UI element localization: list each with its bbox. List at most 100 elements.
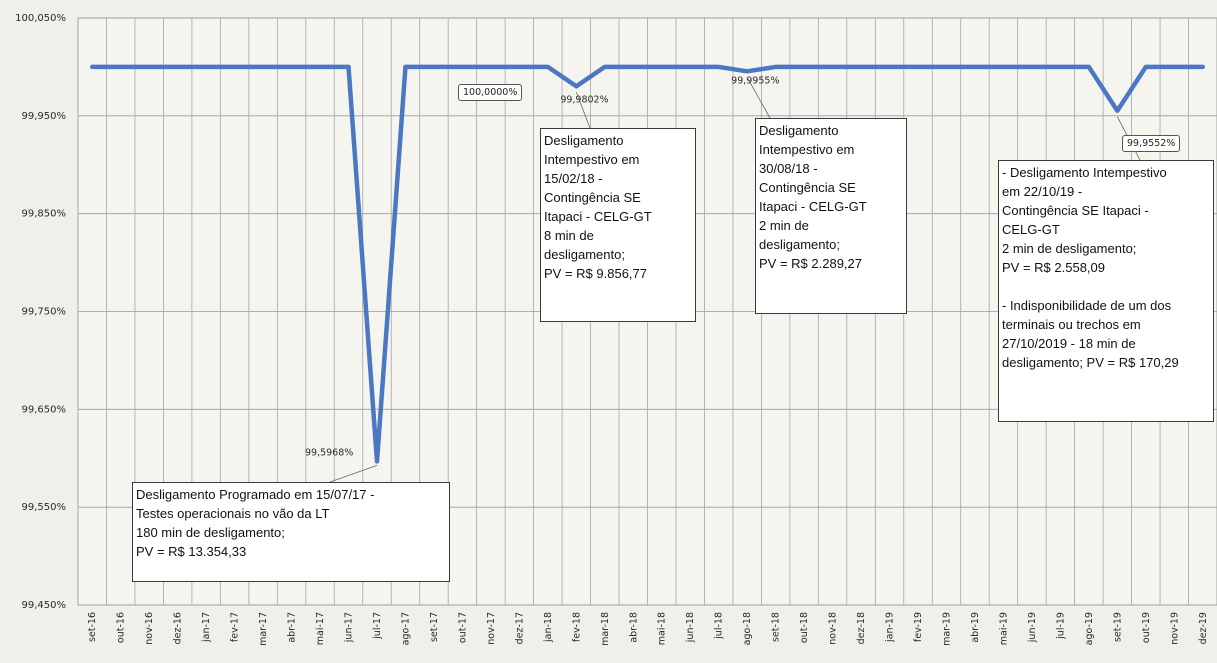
data-point	[945, 66, 948, 68]
x-tick-label: jul-19	[1055, 612, 1066, 640]
x-tick-label: mar-19	[941, 612, 952, 646]
data-point	[404, 66, 407, 68]
x-tick-label: dez-19	[1198, 612, 1209, 644]
data-point	[775, 66, 777, 68]
x-tick-label: mar-18	[600, 612, 611, 646]
x-tick-label: jul-18	[714, 612, 725, 640]
x-tick-label: jan-17	[201, 612, 212, 643]
x-tick-label: abr-19	[970, 612, 981, 643]
x-tick-label: nov-16	[144, 612, 155, 645]
data-point	[974, 66, 976, 68]
annotation-oct19: - Desligamento Intempestivo em 22/10/19 …	[998, 160, 1214, 422]
data-point	[661, 66, 663, 68]
data-point	[917, 66, 919, 68]
y-tick-label: 99,750%	[22, 307, 67, 318]
y-tick-label: 100,050%	[15, 13, 66, 24]
data-point	[91, 66, 93, 68]
data-label: 99,9802%	[560, 94, 608, 105]
data-point	[604, 66, 606, 68]
x-tick-label: ago-18	[742, 612, 753, 645]
data-point	[831, 66, 834, 68]
data-point	[1145, 66, 1147, 68]
data-point	[433, 66, 435, 68]
annotation-jul17: Desligamento Programado em 15/07/17 - Te…	[132, 482, 450, 582]
x-tick-label: jun-18	[685, 612, 696, 643]
x-tick-label: dez-17	[514, 612, 525, 644]
data-label-oct19: 99,9552%	[1122, 135, 1181, 152]
data-point	[148, 66, 150, 68]
data-point	[1173, 66, 1175, 68]
data-label: 99,5968%	[305, 447, 353, 458]
x-tick-label: ago-19	[1084, 612, 1095, 645]
x-tick-label: mai-19	[998, 612, 1009, 645]
data-point	[1059, 66, 1061, 68]
data-point	[547, 66, 549, 68]
x-tick-label: jul-17	[372, 612, 383, 640]
y-tick-label: 99,650%	[22, 404, 67, 415]
data-point	[347, 66, 350, 68]
y-tick-label: 99,950%	[22, 111, 67, 122]
annotation-feb18: Desligamento Intempestivo em 15/02/18 - …	[540, 128, 696, 322]
availability-line	[89, 64, 1206, 464]
data-point	[461, 66, 464, 68]
annotation-aug18: Desligamento Intempestivo em 30/08/18 - …	[755, 118, 907, 314]
x-tick-label: mar-17	[258, 612, 269, 646]
x-tick-label: out-19	[1141, 612, 1152, 643]
x-tick-label: nov-19	[1169, 612, 1180, 645]
x-tick-label: jan-19	[885, 612, 896, 643]
x-tick-label: dez-16	[173, 612, 184, 644]
x-tick-label: mai-17	[315, 612, 326, 645]
x-tick-label: mai-18	[657, 612, 668, 645]
data-point	[632, 66, 634, 68]
data-point	[120, 66, 122, 68]
data-point	[689, 66, 691, 68]
x-tick-label: nov-18	[828, 612, 839, 645]
x-tick-label: fev-17	[230, 612, 241, 642]
x-tick-label: jan-18	[543, 612, 554, 643]
data-point	[490, 66, 492, 68]
y-tick-label: 99,450%	[22, 600, 67, 611]
data-point	[177, 66, 179, 68]
x-tick-label: set-16	[87, 612, 98, 642]
x-tick-label: set-17	[429, 612, 440, 642]
data-label: 99,9955%	[731, 75, 779, 86]
x-tick-label: set-18	[771, 612, 782, 642]
x-tick-label: fev-19	[913, 612, 924, 642]
x-tick-label: nov-17	[486, 612, 497, 645]
leader-line	[746, 77, 771, 119]
data-point	[888, 66, 891, 68]
leader-line	[575, 92, 591, 129]
x-tick-label: dez-18	[856, 612, 867, 644]
data-point	[290, 66, 293, 68]
data-point	[518, 66, 520, 68]
x-tick-label: out-17	[457, 612, 468, 643]
y-tick-label: 99,550%	[22, 502, 67, 513]
data-point	[1116, 110, 1118, 112]
x-tick-label: jun-19	[1027, 612, 1038, 643]
data-point	[1202, 66, 1204, 68]
data-point	[575, 85, 577, 87]
data-point	[319, 66, 321, 68]
y-tick-label: 99,850%	[22, 209, 67, 220]
x-tick-label: jun-17	[344, 612, 355, 643]
data-point	[860, 66, 862, 68]
data-point	[205, 66, 207, 68]
x-tick-label: set-19	[1112, 612, 1123, 642]
data-point	[803, 66, 805, 68]
data-point	[1002, 66, 1005, 68]
data-point	[376, 460, 378, 462]
data-label-sep17: 100,0000%	[458, 84, 523, 101]
x-tick-label: ago-17	[400, 612, 411, 645]
leader-line	[329, 465, 378, 483]
x-tick-label: fev-18	[571, 612, 582, 642]
x-tick-label: abr-18	[628, 612, 639, 643]
data-point	[1088, 66, 1090, 68]
data-point	[234, 66, 236, 68]
data-point	[746, 70, 748, 72]
data-point	[1031, 66, 1033, 68]
x-tick-label: out-18	[799, 612, 810, 643]
x-tick-label: out-16	[116, 612, 127, 643]
data-point	[262, 66, 264, 68]
x-tick-label: abr-17	[287, 612, 298, 643]
